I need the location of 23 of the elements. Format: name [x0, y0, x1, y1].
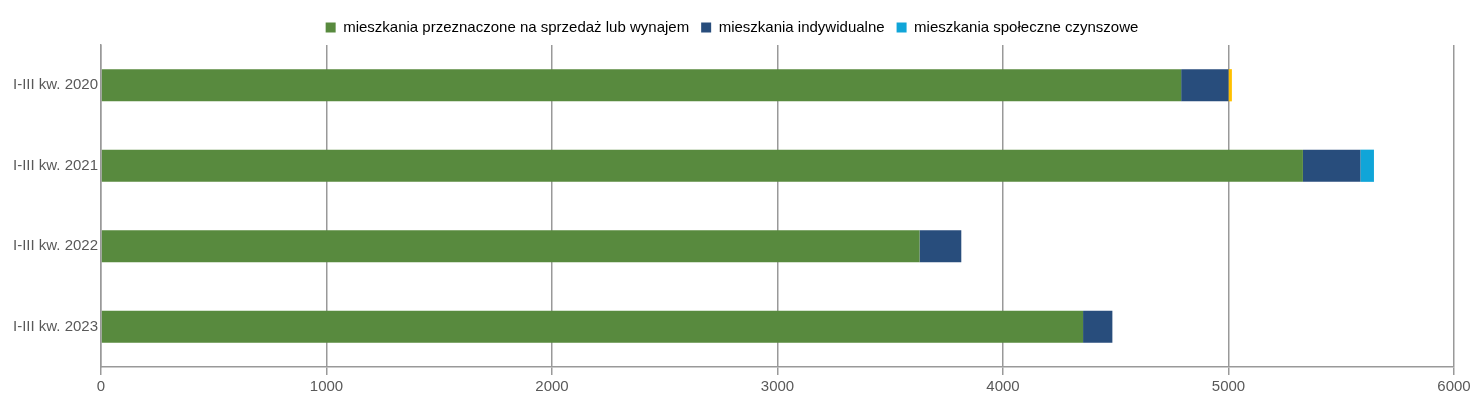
bar — [101, 230, 920, 263]
legend-label: mieszkania indywidualne — [718, 17, 885, 35]
x-tick-label: 1000 — [309, 377, 344, 395]
bar — [101, 149, 1303, 182]
x-tick-label: 0 — [96, 377, 106, 395]
y-tick-label: I-III kw. 2022 — [12, 236, 99, 254]
x-tick-label: 2000 — [535, 377, 569, 395]
legend-label: mieszkania przeznaczone na sprzedaż lub wynajem — [343, 17, 690, 35]
x-tick-label: 4000 — [986, 377, 1020, 395]
legend-label: mieszkania społeczne czynszowe — [914, 17, 1139, 35]
bar — [101, 69, 1182, 102]
y-tick-label: I-III kw. 2023 — [12, 316, 99, 334]
x-tick-label: 5000 — [1211, 377, 1246, 395]
bar — [1302, 149, 1361, 182]
y-tick-label: I-III kw. 2021 — [12, 155, 99, 173]
x-tick-label: 6000 — [1437, 377, 1471, 395]
bar — [919, 230, 962, 263]
bar — [1360, 149, 1374, 182]
bar — [1083, 310, 1113, 343]
x-tick-label: 3000 — [760, 377, 795, 395]
bar — [101, 310, 1084, 343]
y-tick-label: I-III kw. 2020 — [12, 75, 99, 93]
bar — [1181, 69, 1229, 102]
